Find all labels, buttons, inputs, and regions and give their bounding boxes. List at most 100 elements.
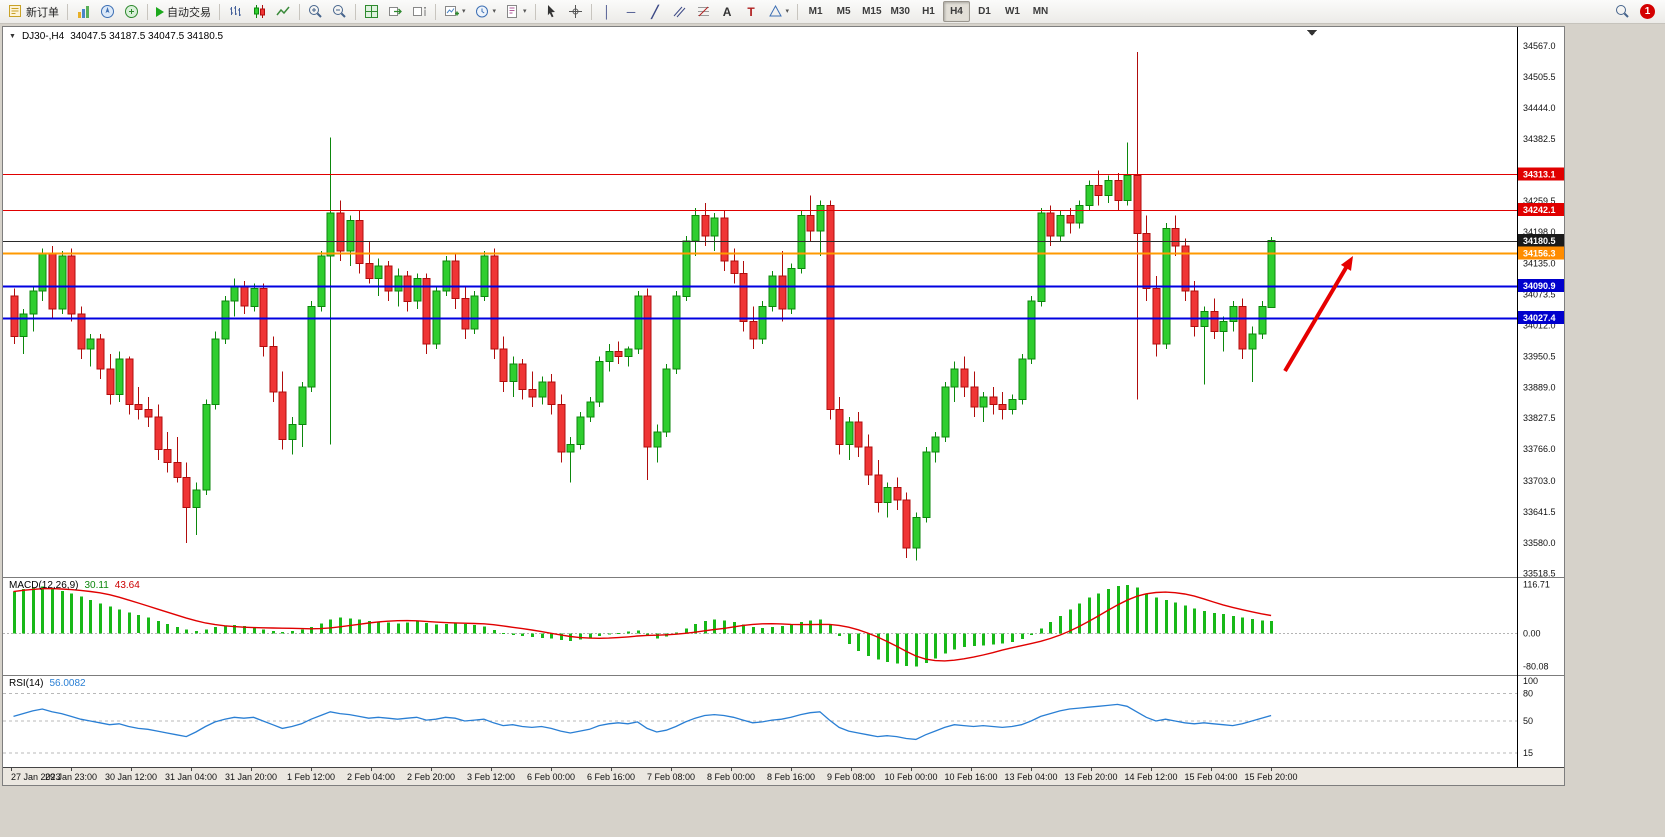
bar-chart-button[interactable] <box>224 1 247 22</box>
timeframe-m1[interactable]: M1 <box>802 1 829 22</box>
annotation-arrow[interactable] <box>1283 256 1353 373</box>
timeframe-m5[interactable]: M5 <box>830 1 857 22</box>
zoom-out-button[interactable] <box>328 1 351 22</box>
macd-bar <box>1040 628 1043 634</box>
candle <box>1238 305 1247 350</box>
zoom-in-icon <box>309 5 322 18</box>
label-tool-button[interactable]: T <box>740 1 763 22</box>
time-tick <box>1211 768 1212 771</box>
macd-bar <box>32 587 35 634</box>
collapse-arrow-icon[interactable]: ▼ <box>9 33 16 40</box>
shapes-tool-button[interactable]: ▾ <box>764 1 794 22</box>
timeframe-w1[interactable]: W1 <box>999 1 1026 22</box>
tile-windows-button[interactable] <box>360 1 383 22</box>
macd-bar <box>589 633 592 638</box>
candle <box>739 273 748 322</box>
candle <box>1190 290 1199 327</box>
search-button[interactable] <box>1611 1 1634 22</box>
autoscroll-button[interactable] <box>384 1 407 22</box>
candle <box>778 275 787 310</box>
channel-tool-button[interactable] <box>668 1 691 22</box>
new-chart-button[interactable]: ▾ <box>440 1 470 22</box>
text-tool-button[interactable]: A <box>716 1 739 22</box>
market-watch-icon <box>78 6 89 18</box>
timeframe-m30[interactable]: M30 <box>887 1 914 22</box>
time-axis-label: 27 Jan 2023 <box>11 772 61 782</box>
macd-bar <box>339 617 342 634</box>
macd-bar <box>157 620 160 634</box>
time-axis[interactable]: 27 Jan 2023 29 Jan 23:00 30 Jan 12:00 31 Ja… <box>3 767 1564 785</box>
chart-shift-button[interactable] <box>408 1 431 22</box>
candlestick-chart-button[interactable] <box>248 1 271 22</box>
price-axis[interactable] <box>1518 27 1564 577</box>
terminal-button[interactable] <box>120 1 143 22</box>
fibonacci-tool-button[interactable] <box>692 1 715 22</box>
time-tick <box>371 768 372 771</box>
svg-text:34073.5: 34073.5 <box>1523 290 1556 300</box>
period-button[interactable]: ▾ <box>471 1 501 22</box>
macd-bar <box>253 627 256 634</box>
vertical-line-tool-button[interactable]: │ <box>596 1 619 22</box>
time-tick <box>1091 768 1092 771</box>
svg-text:34156.3: 34156.3 <box>1523 248 1556 258</box>
candle <box>845 421 854 446</box>
time-axis-label: 15 Feb 20:00 <box>1244 772 1298 782</box>
macd-bar <box>301 629 304 634</box>
macd-bar <box>877 633 880 660</box>
timeframe-d1[interactable]: D1 <box>971 1 998 22</box>
crosshair-button[interactable] <box>564 1 587 22</box>
macd-bar <box>886 633 889 663</box>
price-chart-canvas[interactable]: 34567.0 34505.5 34444.0 34382.5 34259.5 34198… <box>3 27 1564 577</box>
price-badge: 34090.9 <box>1518 279 1564 293</box>
time-tick <box>971 768 972 771</box>
macd-bar <box>61 590 64 634</box>
candle <box>67 255 76 315</box>
price-badge: 34180.5 <box>1518 234 1564 248</box>
candle <box>144 408 153 418</box>
macd-canvas[interactable]: 116.71 0.00 -80.08 <box>3 577 1564 675</box>
svg-text:33766.0: 33766.0 <box>1523 444 1556 454</box>
cursor-button[interactable] <box>540 1 563 22</box>
candle <box>701 215 710 237</box>
timeframe-m15[interactable]: M15 <box>858 1 885 22</box>
market-watch-button[interactable] <box>72 1 95 22</box>
timeframe-h1[interactable]: H1 <box>915 1 942 22</box>
macd-bar <box>233 625 236 634</box>
time-axis-label: 13 Feb 20:00 <box>1064 772 1118 782</box>
candle <box>1027 300 1036 360</box>
new-order-button[interactable]: 新订单 <box>4 1 63 22</box>
time-tick <box>11 768 12 771</box>
candle <box>768 275 777 307</box>
candle <box>374 265 383 280</box>
macd-bar <box>1155 597 1158 634</box>
time-tick <box>911 768 912 771</box>
zoom-in-button[interactable] <box>304 1 327 22</box>
template-button[interactable]: ▾ <box>501 1 531 22</box>
autotrading-button[interactable]: 自动交易 <box>152 1 215 22</box>
horizontal-line-tool-button[interactable]: ─ <box>620 1 643 22</box>
new-chart-icon <box>445 6 459 16</box>
candle <box>528 388 537 398</box>
line-chart-button[interactable] <box>272 1 295 22</box>
candle <box>365 263 374 280</box>
svg-text:-80.08: -80.08 <box>1523 662 1549 672</box>
rsi-canvas[interactable]: 100 80 50 15 <box>3 675 1564 767</box>
candle <box>1210 310 1219 332</box>
timeframe-h4[interactable]: H4 <box>942 1 970 22</box>
macd-bar <box>1088 597 1091 634</box>
candle <box>470 295 479 330</box>
candle <box>499 348 508 383</box>
candle <box>806 215 815 232</box>
timeframe-mn[interactable]: MN <box>1027 1 1054 22</box>
candle <box>1142 232 1151 290</box>
chart-title: ▼ DJ30-,H4 34047.5 34187.5 34047.5 34180… <box>9 31 223 42</box>
navigator-button[interactable] <box>96 1 119 22</box>
time-axis-label: 29 Jan 23:00 <box>44 772 98 782</box>
candle <box>317 255 326 307</box>
candle <box>278 391 287 441</box>
trendline-tool-button[interactable]: ╱ <box>644 1 667 22</box>
candle <box>125 358 134 405</box>
candle <box>547 381 556 405</box>
candle <box>893 486 902 501</box>
notification-badge[interactable]: 1 <box>1640 4 1655 19</box>
